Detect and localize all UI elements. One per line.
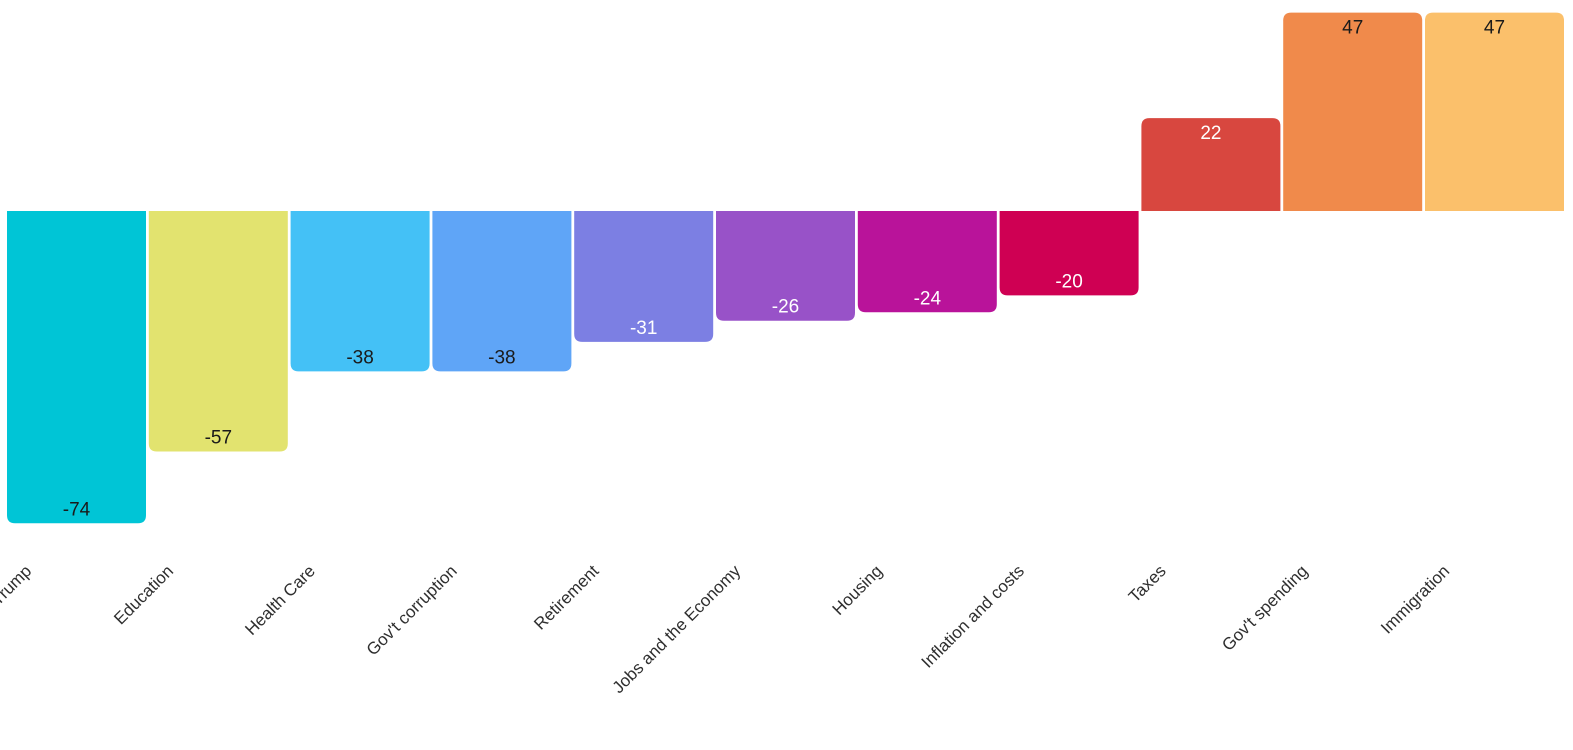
bars-group — [7, 12, 1564, 524]
category-label-jobs-and-the-economy: Jobs and the Economy — [609, 561, 745, 697]
bar-gov-t-corruption — [432, 211, 572, 372]
value-label-trump: -74 — [63, 499, 91, 520]
bar-housing — [857, 211, 997, 313]
bar-retirement — [574, 211, 714, 342]
value-label-education: -57 — [205, 428, 232, 449]
value-labels-group: -74 -57 -38 -38 -31 -26 -24 -20 22 47 47 — [63, 18, 1505, 521]
bar-taxes — [1141, 118, 1281, 211]
value-label-inflation-and-costs: -20 — [1055, 271, 1082, 292]
category-label-housing: Housing — [829, 561, 887, 619]
bar-inflation-and-costs — [999, 211, 1139, 296]
category-label-taxes: Taxes — [1125, 561, 1170, 606]
bar-health-care — [290, 211, 430, 372]
category-label-health-care: Health Care — [241, 561, 319, 639]
value-label-jobs-and-the-economy: -26 — [772, 297, 799, 318]
value-label-gov-t-spending: 47 — [1342, 18, 1363, 39]
category-label-retirement: Retirement — [530, 561, 602, 633]
category-labels-group: Trump Education Health Care Gov't corruptio… — [0, 561, 1453, 697]
value-label-gov-t-corruption: -38 — [488, 347, 515, 368]
category-label-gov-t-corruption: Gov't corruption — [363, 561, 461, 659]
bar-education — [148, 211, 288, 452]
value-label-health-care: -38 — [346, 347, 373, 368]
category-label-gov-t-spending: Gov't spending — [1218, 561, 1311, 654]
category-label-immigration: Immigration — [1377, 561, 1453, 637]
value-label-taxes: 22 — [1200, 123, 1221, 144]
category-label-inflation-and-costs: Inflation and costs — [918, 561, 1028, 671]
category-label-education: Education — [110, 561, 177, 628]
bar-gov-t-spending — [1283, 12, 1423, 211]
value-label-retirement: -31 — [630, 318, 657, 339]
bar-trump — [7, 211, 146, 524]
category-label-trump: Trump — [0, 561, 35, 609]
value-label-immigration: 47 — [1484, 18, 1505, 39]
bar-jobs-and-the-economy — [716, 211, 855, 321]
value-label-housing: -24 — [914, 288, 942, 309]
bar-immigration — [1425, 12, 1564, 211]
